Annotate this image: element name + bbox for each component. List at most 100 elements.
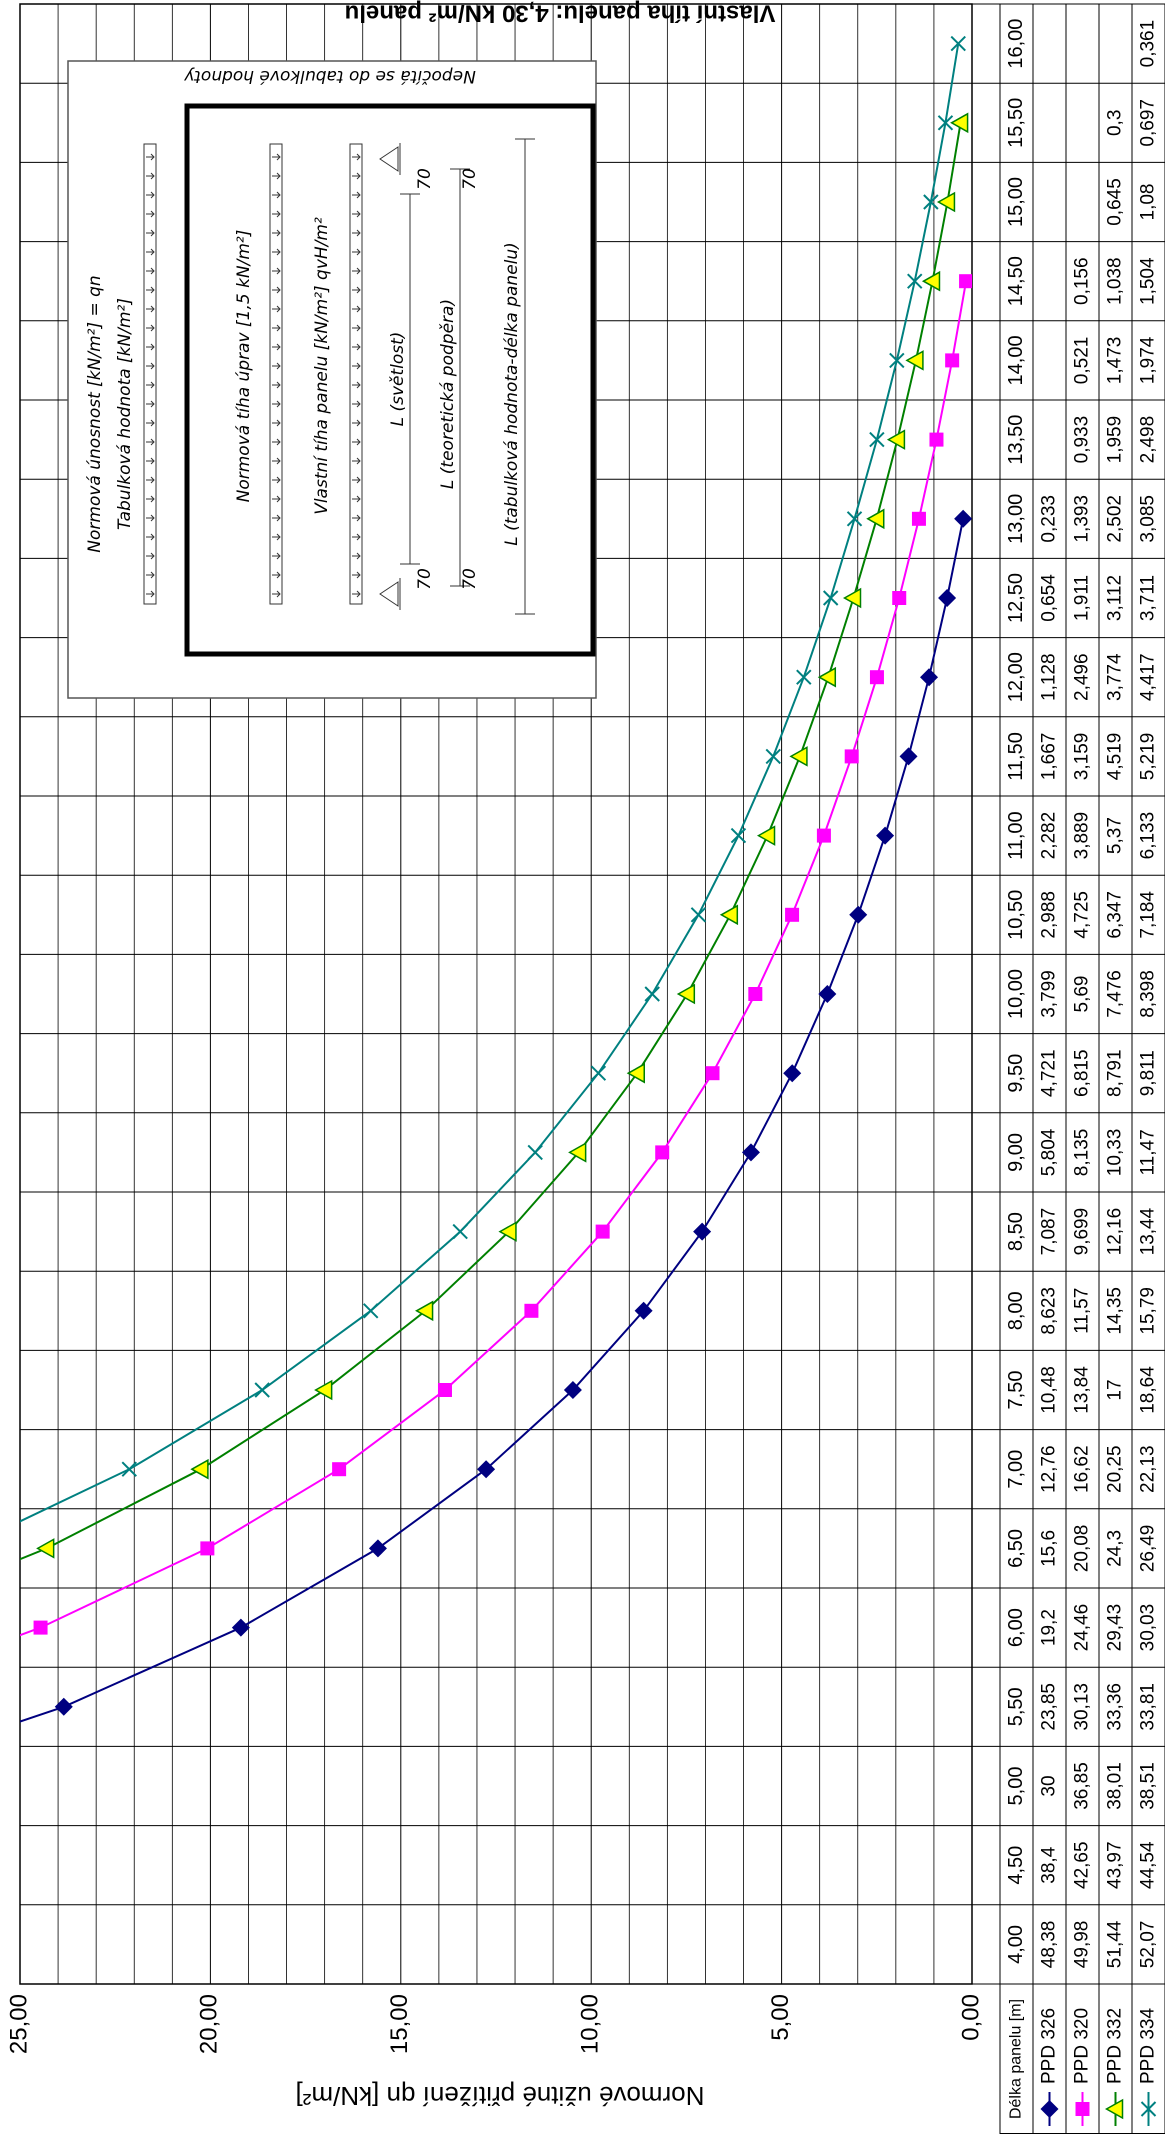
- y-tick-label: 20,00: [196, 1994, 223, 2054]
- table-value: 8,135: [1072, 1129, 1093, 1177]
- x-tick-label: 9,50: [1005, 1054, 1027, 1093]
- table-value: 43,97: [1105, 1841, 1126, 1889]
- data-point: [923, 194, 939, 210]
- inset-text: L (teoretická podpěra): [438, 299, 458, 489]
- x-tick-label: 13,00: [1005, 494, 1027, 544]
- load-bar: [349, 143, 363, 605]
- table-value: 12,76: [1039, 1445, 1060, 1493]
- table-value: 22,13: [1138, 1445, 1159, 1493]
- series-line: [20, 281, 968, 1946]
- table-value: 30,03: [1138, 1604, 1159, 1652]
- data-point: [907, 273, 923, 289]
- table-value: 5,804: [1039, 1128, 1060, 1176]
- data-point: [498, 1221, 517, 1242]
- table-value: 0,361: [1138, 20, 1159, 68]
- x-tick-label: 14,00: [1005, 335, 1027, 385]
- table-value: 36,85: [1072, 1762, 1093, 1810]
- table-value: 20,25: [1105, 1445, 1126, 1493]
- load-arrow: [352, 191, 361, 199]
- load-arrow: [146, 533, 155, 541]
- data-point: [730, 827, 747, 844]
- table-value: 3,774: [1105, 653, 1126, 701]
- legend-marker: [1040, 2100, 1059, 2118]
- load-arrow: [146, 210, 155, 218]
- inset-text: Nepočítá se do tabulkové hodnoty: [183, 66, 476, 86]
- load-arrow: [272, 324, 281, 332]
- table-value: 19,2: [1039, 1609, 1060, 1646]
- load-arrow: [146, 267, 155, 275]
- load-arrow: [146, 153, 155, 161]
- load-arrow: [272, 533, 281, 541]
- load-arrow: [352, 267, 361, 275]
- load-arrow: [146, 343, 155, 351]
- data-point: [190, 1458, 209, 1480]
- table-value: 13,44: [1138, 1207, 1159, 1255]
- data-point: [869, 670, 884, 685]
- table-value: 15,79: [1138, 1287, 1159, 1335]
- load-arrow: [272, 400, 281, 408]
- load-arrow: [146, 438, 155, 446]
- data-point: [690, 907, 707, 923]
- load-arrow: [272, 571, 281, 579]
- table-value: 2,282: [1039, 812, 1060, 860]
- table-value: 38,51: [1138, 1762, 1159, 1810]
- load-arrow: [146, 381, 155, 389]
- data-point: [796, 669, 812, 685]
- table-value: 1,08: [1138, 184, 1159, 221]
- data-point: [911, 511, 926, 526]
- inset-text: L (tabulková hodnota-délka panelu): [502, 242, 522, 546]
- x-tick-label: 4,00: [1005, 1925, 1027, 1964]
- table-value: 23,85: [1039, 1683, 1060, 1731]
- data-point: [921, 270, 941, 292]
- dim-lines: [400, 138, 535, 615]
- table-value: 1,959: [1105, 416, 1126, 464]
- x-tick-label: 16,00: [1005, 19, 1027, 69]
- table-value: 44,54: [1138, 1841, 1159, 1889]
- table-value: 4,417: [1138, 653, 1159, 701]
- data-point: [368, 1539, 387, 1558]
- data-point: [231, 1618, 250, 1637]
- table-value: 3,112: [1105, 575, 1126, 621]
- load-arrow: [146, 457, 155, 465]
- load-arrow: [352, 495, 361, 503]
- table-value: 9,811: [1138, 1050, 1159, 1096]
- table-value: 1,974: [1138, 336, 1159, 384]
- legend-label: PPD 332: [1105, 2008, 1126, 2084]
- load-arrow: [272, 362, 281, 370]
- y-tick-label: 0,00: [957, 1994, 984, 2041]
- data-point: [842, 587, 862, 609]
- table-value: 7,476: [1105, 970, 1126, 1018]
- load-arrow: [272, 514, 281, 522]
- load-arrow: [352, 229, 361, 237]
- data-point: [945, 353, 960, 368]
- load-bar: [269, 143, 283, 605]
- legend-marker: [1104, 2098, 1124, 2120]
- table-value: 8,623: [1039, 1287, 1060, 1335]
- chart-title: Vlastní tíha panelu: 4,30 kN/m² panelu: [345, 0, 776, 27]
- x-tick-label: 6,50: [1005, 1529, 1027, 1568]
- support-right: [379, 143, 401, 175]
- load-arrow: [272, 286, 281, 294]
- x-tick-label: 7,00: [1005, 1450, 1027, 1489]
- table-value: 0,521: [1072, 337, 1093, 385]
- load-arrow: [146, 229, 155, 237]
- load-arrow: [352, 552, 361, 560]
- table-value: 42,65: [1072, 1841, 1093, 1889]
- support-left: [379, 578, 401, 610]
- load-arrow: [146, 400, 155, 408]
- data-point: [415, 1300, 434, 1322]
- load-arrow: [146, 514, 155, 522]
- data-point: [950, 35, 966, 52]
- table-value: 0,3: [1105, 110, 1126, 136]
- data-point: [876, 826, 895, 845]
- table-value: 38,4: [1039, 1846, 1060, 1883]
- data-point: [846, 511, 863, 527]
- data-point: [785, 907, 800, 922]
- load-arrow: [352, 324, 361, 332]
- table-value: 2,988: [1039, 891, 1060, 939]
- load-arrow: [352, 343, 361, 351]
- data-point: [789, 746, 808, 767]
- load-arrow: [352, 210, 361, 218]
- load-arrow: [352, 590, 361, 598]
